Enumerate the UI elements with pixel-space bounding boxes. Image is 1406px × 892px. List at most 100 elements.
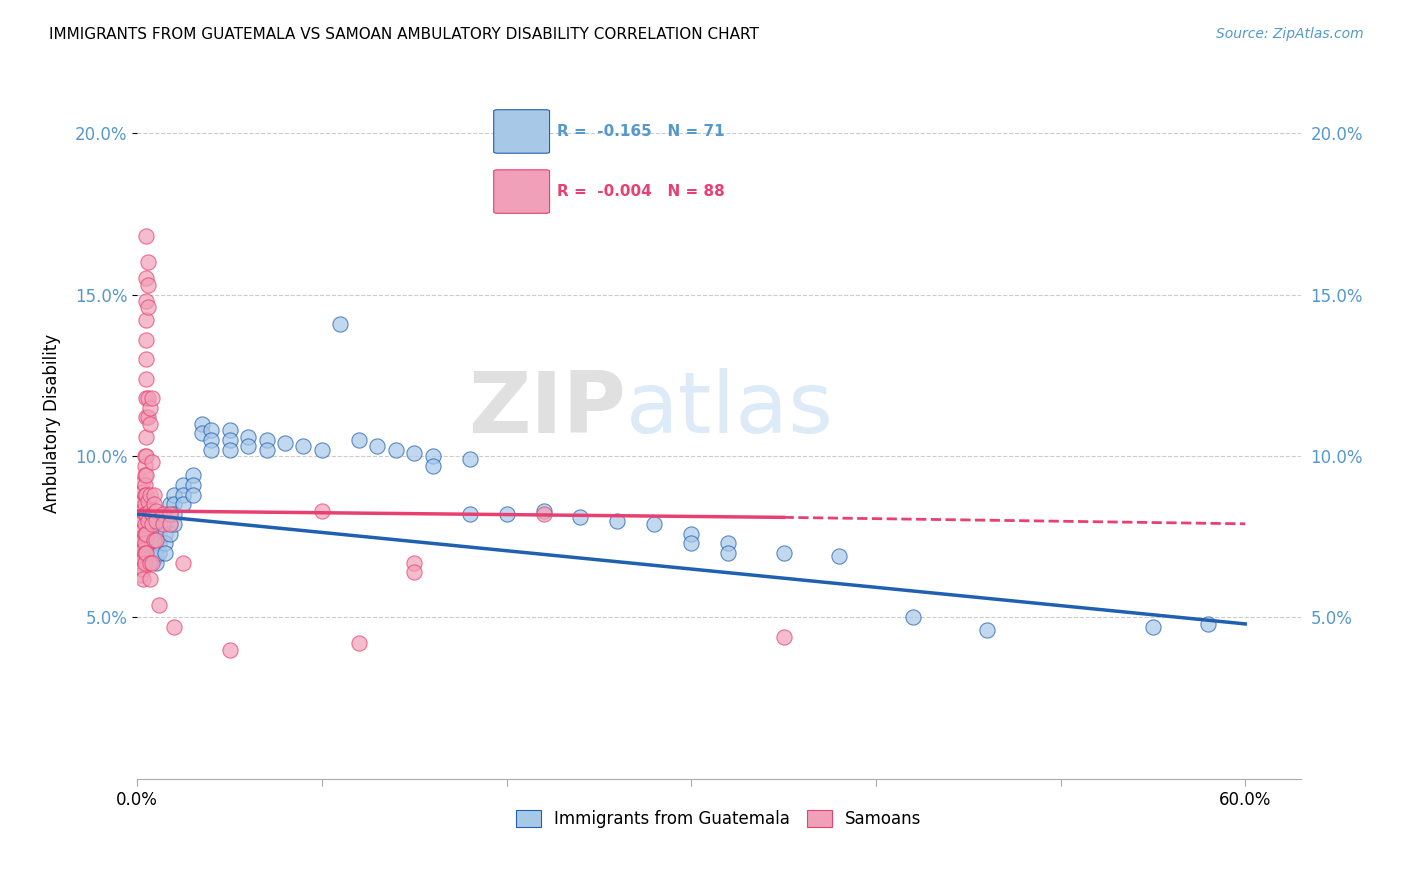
- Point: [153, 536, 176, 550]
- Point: [132, 536, 155, 550]
- Point: [681, 526, 703, 541]
- Point: [136, 277, 159, 292]
- Point: [145, 556, 167, 570]
- Point: [129, 530, 152, 544]
- Point: [145, 514, 167, 528]
- Point: [134, 542, 156, 557]
- Point: [256, 433, 278, 447]
- Point: [135, 371, 157, 385]
- Point: [129, 562, 152, 576]
- Point: [717, 546, 740, 560]
- Point: [148, 546, 170, 560]
- Point: [422, 458, 444, 473]
- Point: [159, 516, 181, 531]
- Point: [152, 507, 174, 521]
- Point: [136, 514, 159, 528]
- Point: [163, 498, 186, 512]
- Point: [181, 478, 204, 492]
- Point: [139, 572, 162, 586]
- Point: [142, 533, 165, 547]
- Point: [191, 426, 214, 441]
- Point: [384, 442, 406, 457]
- Point: [135, 526, 157, 541]
- Point: [569, 510, 592, 524]
- Point: [129, 536, 152, 550]
- Point: [129, 556, 152, 570]
- Point: [606, 514, 628, 528]
- Point: [132, 504, 155, 518]
- Point: [135, 333, 157, 347]
- Point: [139, 530, 162, 544]
- Point: [643, 516, 665, 531]
- Point: [148, 526, 170, 541]
- Point: [142, 552, 165, 566]
- Point: [163, 620, 186, 634]
- Point: [129, 568, 152, 582]
- Point: [135, 488, 157, 502]
- Point: [132, 572, 155, 586]
- Point: [218, 423, 240, 437]
- Point: [141, 455, 163, 469]
- Point: [134, 488, 156, 502]
- Point: [901, 610, 924, 624]
- Point: [135, 449, 157, 463]
- Point: [139, 417, 162, 431]
- Point: [163, 516, 186, 531]
- Point: [153, 526, 176, 541]
- Point: [135, 540, 157, 554]
- Text: Source: ZipAtlas.com: Source: ZipAtlas.com: [1216, 27, 1364, 41]
- Point: [132, 514, 155, 528]
- Point: [135, 293, 157, 308]
- Point: [828, 549, 851, 563]
- Point: [181, 488, 204, 502]
- Point: [135, 391, 157, 405]
- Point: [135, 410, 157, 425]
- Point: [141, 507, 163, 521]
- Point: [132, 552, 155, 566]
- Point: [135, 430, 157, 444]
- Point: [153, 507, 176, 521]
- Point: [274, 436, 297, 450]
- Point: [134, 507, 156, 521]
- Point: [152, 516, 174, 531]
- Point: [134, 556, 156, 570]
- Point: [142, 546, 165, 560]
- Point: [134, 546, 156, 560]
- Point: [159, 516, 181, 531]
- Point: [172, 556, 194, 570]
- Point: [148, 536, 170, 550]
- Point: [772, 630, 794, 644]
- Point: [181, 468, 204, 483]
- Point: [200, 433, 222, 447]
- Point: [163, 488, 186, 502]
- Point: [976, 624, 998, 638]
- Point: [145, 504, 167, 518]
- Point: [153, 546, 176, 560]
- Point: [311, 442, 333, 457]
- Point: [1142, 620, 1164, 634]
- Point: [159, 498, 181, 512]
- Point: [135, 229, 157, 244]
- Point: [681, 536, 703, 550]
- Point: [132, 533, 155, 547]
- Point: [136, 410, 159, 425]
- Point: [292, 439, 315, 453]
- Point: [145, 533, 167, 547]
- Point: [139, 488, 162, 502]
- Point: [1197, 616, 1219, 631]
- Point: [163, 507, 186, 521]
- Point: [311, 504, 333, 518]
- Point: [366, 439, 388, 453]
- Point: [135, 546, 157, 560]
- Point: [347, 636, 370, 650]
- Point: [191, 417, 214, 431]
- Point: [404, 556, 426, 570]
- Point: [200, 442, 222, 457]
- Point: [145, 523, 167, 537]
- Point: [218, 442, 240, 457]
- Point: [404, 566, 426, 580]
- Point: [134, 498, 156, 512]
- Text: atlas: atlas: [626, 368, 834, 451]
- Point: [142, 488, 165, 502]
- Point: [129, 542, 152, 557]
